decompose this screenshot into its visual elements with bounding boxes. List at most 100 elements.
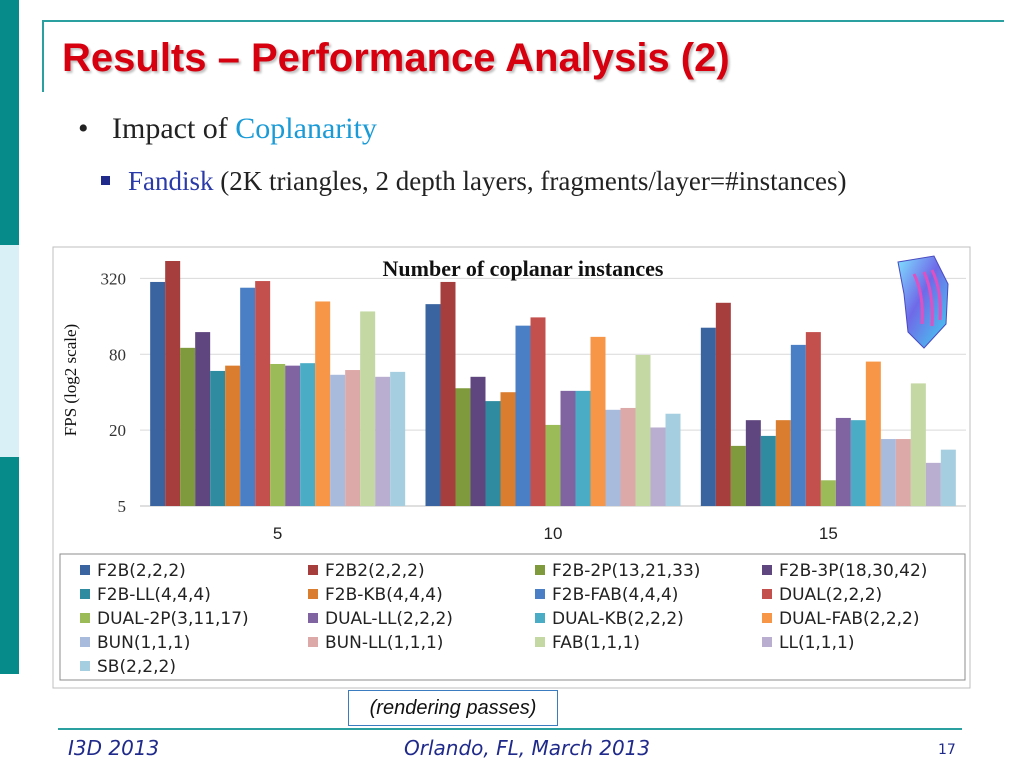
bar [240,287,256,506]
legend-swatch [308,565,318,575]
bar [360,311,376,506]
legend-swatch [308,637,318,647]
legend-swatch [80,613,90,623]
legend-swatch [80,565,90,575]
bullet-square-icon [101,176,110,185]
legend-swatch [80,637,90,647]
legend-swatch [308,589,318,599]
bar [425,304,441,506]
legend-label: DUAL-KB(2,2,2) [552,609,684,629]
bar [910,383,926,506]
bar [225,365,241,506]
bar [715,302,731,506]
legend-swatch [80,589,90,599]
legend-swatch [535,589,545,599]
bar [210,370,226,506]
bar [165,260,181,506]
legend-label: DUAL-FAB(2,2,2) [779,609,920,629]
bullet-impact-prefix: Impact of [112,112,236,145]
legend-swatch [535,637,545,647]
x-tick-label: 10 [544,524,563,543]
bullet-impact-highlight: Coplanarity [235,112,377,145]
legend-label: SB(2,2,2) [97,657,176,677]
y-tick-label: 20 [109,421,126,440]
bar [500,392,516,506]
bar [390,371,406,506]
bar [300,363,316,506]
bar [805,332,821,506]
legend-label: FAB(1,1,1) [552,633,640,653]
bar [195,332,211,506]
bar [790,344,806,506]
footer-location: Orlando, FL, March 2013 [404,736,651,760]
bar [545,424,561,506]
x-tick-label: 5 [273,524,282,543]
chart-title: Number of coplanar instances [383,256,664,281]
legend-swatch [308,613,318,623]
bar [605,409,621,506]
bar [375,376,391,506]
legend-swatch [762,637,772,647]
legend-swatch [762,565,772,575]
bar [515,325,531,506]
legend-label: DUAL(2,2,2) [779,585,882,605]
bar [150,281,166,506]
page-number: 17 [938,742,956,758]
bar [470,376,486,506]
legend-label: F2B-2P(13,21,33) [552,561,700,581]
legend-label: LL(1,1,1) [779,633,854,653]
bar [835,417,851,506]
legend-box [59,553,966,681]
x-tick-label: 15 [819,524,838,543]
y-tick-label: 320 [101,269,127,288]
legend-label: F2B-FAB(4,4,4) [552,585,678,605]
bullet-fandisk-rest: (2K triangles, 2 depth layers, fragments… [213,166,847,196]
bar [315,301,331,506]
bar [180,347,196,506]
bar [650,427,666,506]
rendering-passes-note: (rendering passes) [348,690,558,726]
legend-label: F2B-3P(18,30,42) [779,561,927,581]
bar [820,480,836,506]
bar [270,363,286,506]
title-side-rule [42,20,44,92]
bar [940,449,956,506]
bullet-impact: • Impact of Coplanarity [78,112,377,146]
accent-segment-middle [0,245,19,457]
legend-swatch [535,613,545,623]
bar [590,336,606,506]
fps-bar-chart: 5 20 80 320 FPS (log2 scale) Number of coplan… [52,246,971,689]
bar [330,374,346,506]
bar [255,281,271,506]
bar [895,439,911,506]
y-tick-label: 5 [118,497,127,516]
legend-label: DUAL-LL(2,2,2) [325,609,453,629]
bar [775,420,791,506]
y-axis-title: FPS (log2 scale) [61,324,80,436]
bullet-fandisk: Fandisk (2K triangles, 2 depth layers, f… [101,166,847,197]
bar [635,354,651,506]
bar [865,361,881,506]
bar [850,420,866,506]
y-tick-label: 80 [109,345,126,364]
bar [760,435,776,506]
accent-segment-bottom [0,457,19,674]
bar [440,281,456,506]
bar [730,445,746,506]
bar [620,407,636,506]
legend-swatch [762,589,772,599]
bar [925,462,941,506]
bar [575,390,591,506]
legend-swatch [762,613,772,623]
slide-title: Results – Performance Analysis (2) [62,36,730,80]
bar [665,413,681,506]
legend-label: F2B2(2,2,2) [325,561,425,581]
bar [560,390,576,506]
legend-label: DUAL-2P(3,11,17) [97,609,249,629]
bar [285,365,301,506]
legend-label: BUN-LL(1,1,1) [325,633,443,653]
title-rule [42,20,1004,22]
accent-segment-top [0,0,19,245]
bullet-fandisk-highlight: Fandisk [128,166,214,196]
fandisk-model-image [897,255,949,349]
